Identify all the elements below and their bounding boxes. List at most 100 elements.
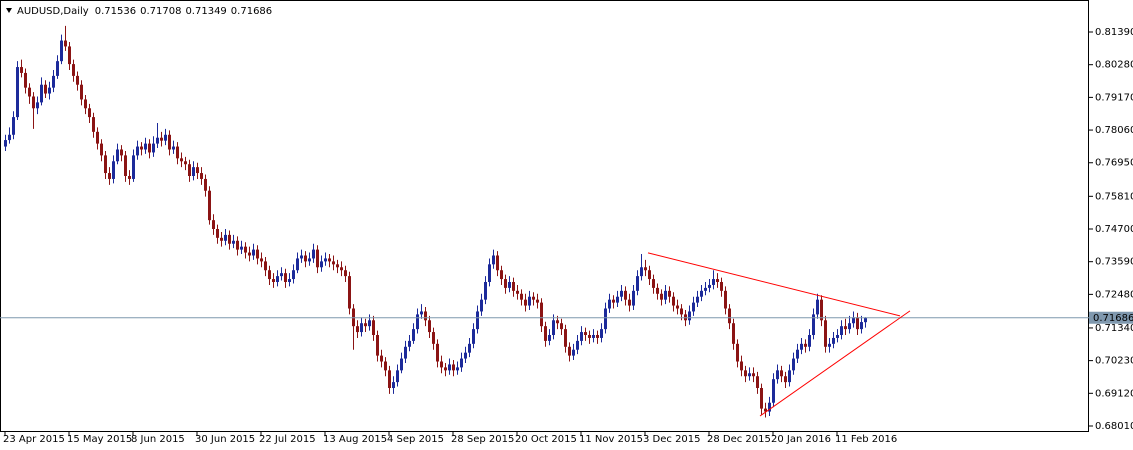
candle-body	[496, 255, 499, 271]
candle-body	[212, 220, 215, 230]
menu-arrow[interactable]	[6, 8, 12, 13]
candle-body	[140, 146, 143, 150]
candle-body	[268, 270, 271, 280]
price-label: 0.71686	[1093, 313, 1133, 324]
candle-body	[728, 308, 731, 324]
y-tick-label: 0.73590	[1095, 257, 1133, 268]
candle-body	[192, 167, 195, 176]
candle-body	[472, 329, 475, 344]
candle-body	[460, 358, 463, 368]
x-tick-label: 11 Nov 2015	[579, 434, 643, 445]
candle-body	[680, 308, 683, 315]
candle-body	[220, 237, 223, 241]
candle-body	[236, 240, 239, 250]
x-tick-label: 3 Dec 2015	[643, 434, 701, 445]
candle-body	[520, 293, 523, 300]
candle-body	[320, 261, 323, 268]
candle-body	[256, 249, 259, 259]
candle-body	[176, 146, 179, 159]
candle-body	[700, 290, 703, 297]
candle-body	[120, 149, 123, 156]
y-tick-label: 0.70230	[1095, 356, 1133, 367]
y-tick-label: 0.69120	[1095, 388, 1133, 399]
candle-body	[348, 276, 351, 309]
candle-body	[316, 249, 319, 268]
candle-body	[788, 370, 791, 383]
candle-body	[644, 267, 647, 271]
x-tick-label: 28 Sep 2015	[451, 434, 514, 445]
candle-body	[664, 290, 667, 300]
candle-body	[112, 161, 115, 179]
candle-body	[504, 279, 507, 288]
candle-body	[624, 290, 627, 300]
x-tick-label: 22 Jul 2015	[259, 434, 316, 445]
candle-body	[608, 299, 611, 309]
candle-body	[568, 346, 571, 356]
candle-body	[396, 370, 399, 383]
x-tick-label: 8 Jun 2015	[131, 434, 185, 445]
candle-body	[824, 320, 827, 347]
candle-body	[576, 340, 579, 350]
candle-body	[308, 258, 311, 262]
candle-body	[224, 234, 227, 241]
candle-body	[48, 87, 51, 94]
candle-body	[848, 323, 851, 330]
y-tick-label: 0.75810	[1095, 191, 1133, 202]
candle-body	[264, 261, 267, 271]
candle-body	[288, 279, 291, 283]
candle-body	[172, 146, 175, 150]
candle-body	[840, 326, 843, 336]
candle-body	[332, 261, 335, 265]
candle-body	[156, 137, 159, 144]
candle-body	[88, 108, 91, 118]
candle-body	[108, 173, 111, 179]
candle-body	[508, 282, 511, 288]
candle-body	[412, 329, 415, 341]
candle-body	[24, 72, 27, 88]
candle-body	[704, 287, 707, 291]
candle-body	[384, 361, 387, 371]
candle-body	[792, 358, 795, 371]
candle-body	[620, 290, 623, 297]
candle-body	[376, 335, 379, 356]
candle-body	[300, 255, 303, 259]
candle-body	[636, 276, 639, 291]
candle-body	[724, 290, 727, 309]
candle-body	[104, 155, 107, 174]
candle-body	[732, 323, 735, 344]
candle-body	[676, 305, 679, 309]
candle-body	[556, 320, 559, 324]
y-tick-label: 0.71340	[1095, 323, 1133, 334]
candle-body	[388, 370, 391, 389]
candle-body	[200, 173, 203, 179]
candle-body	[640, 267, 643, 277]
candle-body	[84, 99, 87, 109]
candle-body	[688, 311, 691, 321]
candle-body	[336, 264, 339, 268]
x-tick-label: 23 Apr 2015	[3, 434, 65, 445]
candle-body	[32, 96, 35, 109]
symbol: AUDUSD,Daily	[17, 6, 89, 17]
candle-body	[440, 361, 443, 368]
candle-body	[372, 320, 375, 336]
candle-body	[668, 290, 671, 297]
plot-frame	[0, 0, 1089, 432]
open-value: 0.71536	[95, 6, 136, 17]
candle-body	[736, 343, 739, 362]
candle-body	[468, 343, 471, 353]
candle-body	[856, 317, 859, 330]
candle-body	[168, 134, 171, 150]
candle-body	[708, 284, 711, 288]
candle-body	[260, 258, 263, 262]
candle-body	[60, 40, 63, 62]
candle-body	[80, 84, 83, 100]
candle-body	[560, 323, 563, 330]
candle-body	[692, 302, 695, 312]
candle-body	[808, 335, 811, 347]
candle-body	[4, 140, 7, 147]
candle-body	[832, 337, 835, 344]
y-tick-label: 0.79170	[1095, 92, 1133, 103]
candle-body	[584, 332, 587, 336]
candle-body	[8, 134, 11, 141]
